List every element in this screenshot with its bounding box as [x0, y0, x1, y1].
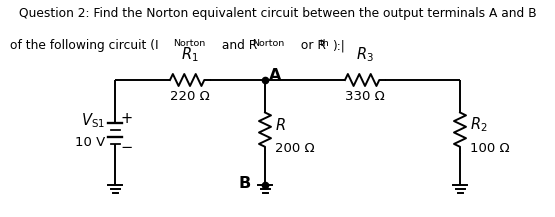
Text: Norton: Norton [173, 39, 205, 48]
Text: +: + [120, 111, 132, 126]
Text: $V_{\rm S1}$: $V_{\rm S1}$ [81, 112, 105, 130]
Text: $R_2$: $R_2$ [470, 115, 487, 134]
Text: 100 Ω: 100 Ω [470, 143, 509, 156]
Text: or R: or R [297, 39, 326, 52]
Text: B: B [239, 176, 251, 191]
Text: Norton: Norton [253, 39, 285, 48]
Text: $R_1$: $R_1$ [181, 45, 199, 64]
Text: −: − [120, 140, 132, 155]
Text: 10 V: 10 V [75, 136, 105, 150]
Text: th: th [320, 39, 330, 48]
Text: $R$: $R$ [275, 117, 286, 133]
Text: Question 2: Find the Norton equivalent circuit between the output terminals A an: Question 2: Find the Norton equivalent c… [19, 7, 536, 20]
Text: 200 Ω: 200 Ω [275, 143, 315, 156]
Text: of the following circuit (I: of the following circuit (I [10, 39, 159, 52]
Text: $R_3$: $R_3$ [356, 45, 374, 64]
Text: 330 Ω: 330 Ω [345, 90, 385, 103]
Text: 220 Ω: 220 Ω [170, 90, 210, 103]
Text: ):|: ):| [332, 39, 345, 52]
Text: and R: and R [218, 39, 257, 52]
Text: A: A [269, 69, 281, 84]
